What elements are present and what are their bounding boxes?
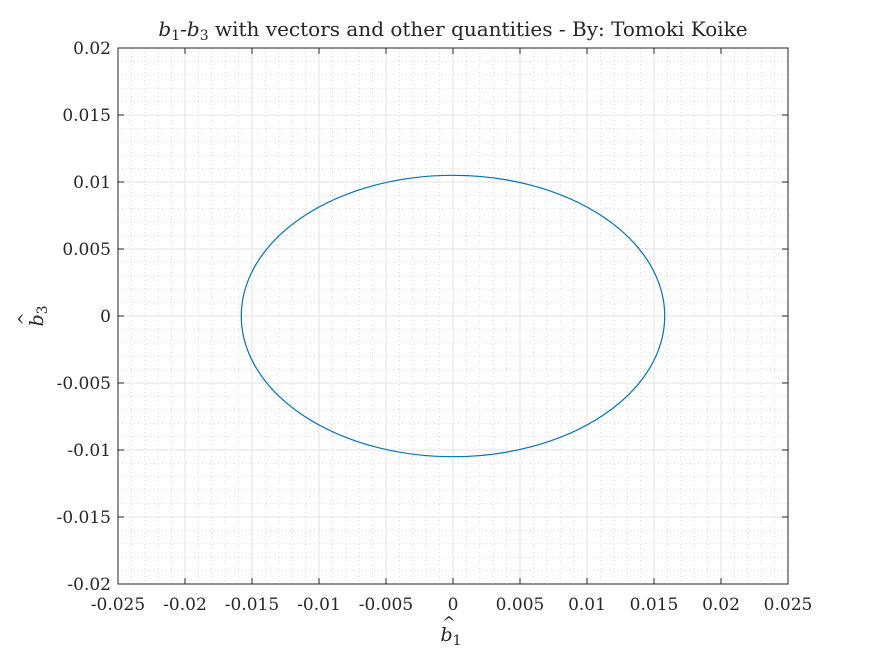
- x-tick-label: 0.02: [702, 595, 740, 615]
- y-tick-label: -0.015: [57, 508, 111, 528]
- y-tick-label: 0.005: [62, 240, 111, 260]
- y-axis-label-symbol: b: [26, 314, 48, 326]
- x-tick-label: -0.01: [297, 595, 341, 615]
- x-tick-label: 0.025: [764, 595, 813, 615]
- y-axis-label-hat: ^: [15, 312, 34, 325]
- y-tick-label: -0.01: [67, 441, 111, 461]
- x-tick-label: 0: [448, 595, 459, 615]
- title-separator: -: [180, 17, 187, 41]
- x-axis-label-subscript: 1: [453, 633, 462, 649]
- x-axis-label-hat: ^: [442, 613, 455, 632]
- y-tick-label: -0.005: [57, 374, 111, 394]
- title-symbol-2: b: [187, 17, 200, 41]
- x-axis-label-symbol: b: [440, 624, 452, 646]
- x-tick-label: -0.02: [163, 595, 207, 615]
- title-rest: with vectors and other quantities - By: …: [209, 17, 748, 41]
- orbit-ellipse-line: [240, 174, 666, 458]
- y-axis-label-subscript: 3: [35, 305, 51, 314]
- x-axis-label: ^ b1: [440, 613, 461, 649]
- x-tick-label: -0.005: [359, 595, 413, 615]
- x-tick-labels: -0.025 -0.02 -0.015 -0.01 -0.005 0 0.005 0.01 0.…: [91, 595, 813, 615]
- x-tick-label: 0.01: [568, 595, 606, 615]
- y-axis-label: ^ b3: [15, 305, 51, 326]
- title-subscript-2: 3: [200, 28, 209, 44]
- title-symbol-1: b: [158, 17, 171, 41]
- x-tick-label: -0.015: [225, 595, 279, 615]
- y-tick-label: 0.015: [62, 106, 111, 126]
- title-subscript-1: 1: [171, 28, 180, 44]
- y-tick-label: 0.02: [73, 39, 111, 59]
- chart-title: b1-b3 with vectors and other quantities …: [158, 17, 747, 44]
- x-tick-label: 0.015: [630, 595, 679, 615]
- y-tick-label: 0: [100, 307, 111, 327]
- tick-marks: [117, 47, 789, 585]
- svg-text:b1: b1: [440, 624, 461, 649]
- y-tick-labels: -0.02 -0.015 -0.01 -0.005 0 0.005 0.01 0.015 0.0…: [57, 39, 111, 595]
- x-tick-label: 0.005: [496, 595, 545, 615]
- y-tick-label: -0.02: [67, 575, 111, 595]
- svg-text:b3: b3: [26, 305, 51, 326]
- x-tick-label: -0.025: [91, 595, 145, 615]
- y-tick-label: 0.01: [73, 173, 111, 193]
- series-layer: [240, 174, 666, 458]
